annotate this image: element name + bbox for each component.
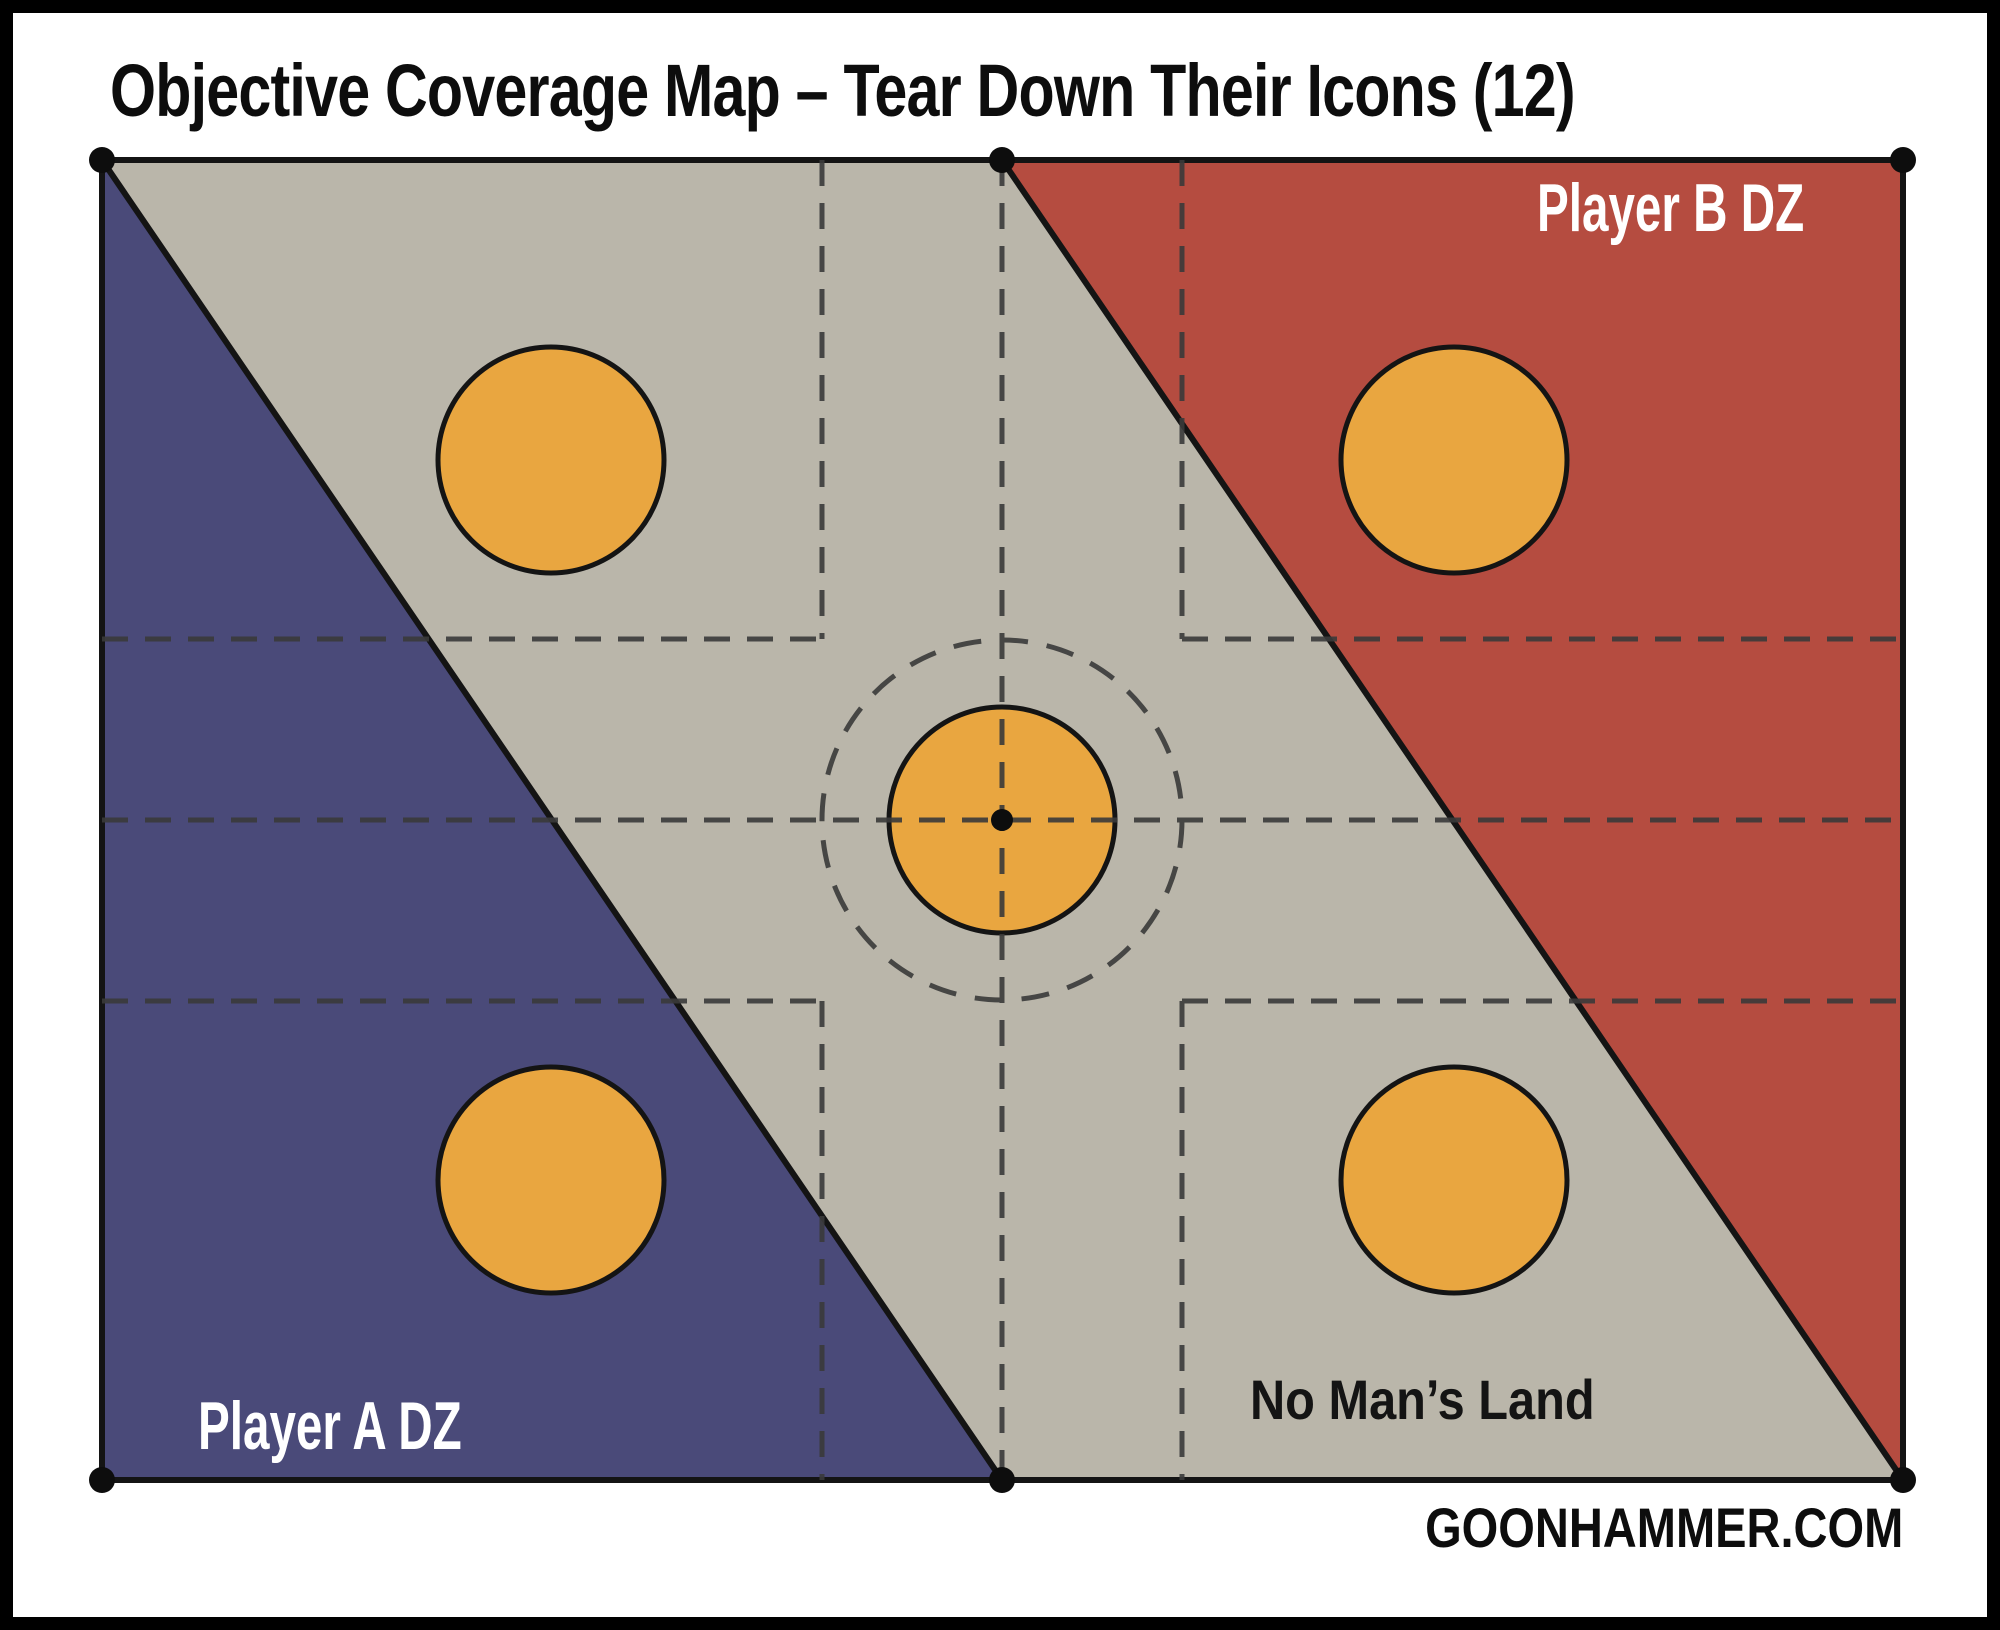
node-dot-center-node bbox=[991, 809, 1013, 831]
goonhammer-watermark: GOONHAMMER.COM bbox=[1424, 1496, 1903, 1559]
objective-marker-upper-right bbox=[1338, 344, 1570, 576]
player-a-dz-label: Player A DZ bbox=[198, 1388, 462, 1464]
node-dot-edge-top-middle bbox=[989, 147, 1015, 173]
objective-marker-lower-left bbox=[435, 1064, 667, 1296]
player-b-dz-label: Player B DZ bbox=[1537, 170, 1805, 246]
node-dot-corner-top-left bbox=[89, 147, 115, 173]
center-objective-range-ring bbox=[819, 637, 1185, 1003]
node-dot-corner-top-right bbox=[1890, 147, 1916, 173]
objective-marker-upper-left bbox=[435, 344, 667, 576]
node-dot-edge-bottom-middle bbox=[989, 1467, 1015, 1493]
objective-marker-lower-right bbox=[1338, 1064, 1570, 1296]
node-dot-corner-bottom-right bbox=[1890, 1467, 1916, 1493]
figure-title: Objective Coverage Map – Tear Down Their… bbox=[110, 49, 1576, 132]
node-dot-corner-bottom-left bbox=[89, 1467, 115, 1493]
guide-lines bbox=[102, 160, 1903, 1480]
no-mans-land-label: No Man’s Land bbox=[1250, 1368, 1595, 1431]
board-node-dots bbox=[89, 147, 1916, 1493]
